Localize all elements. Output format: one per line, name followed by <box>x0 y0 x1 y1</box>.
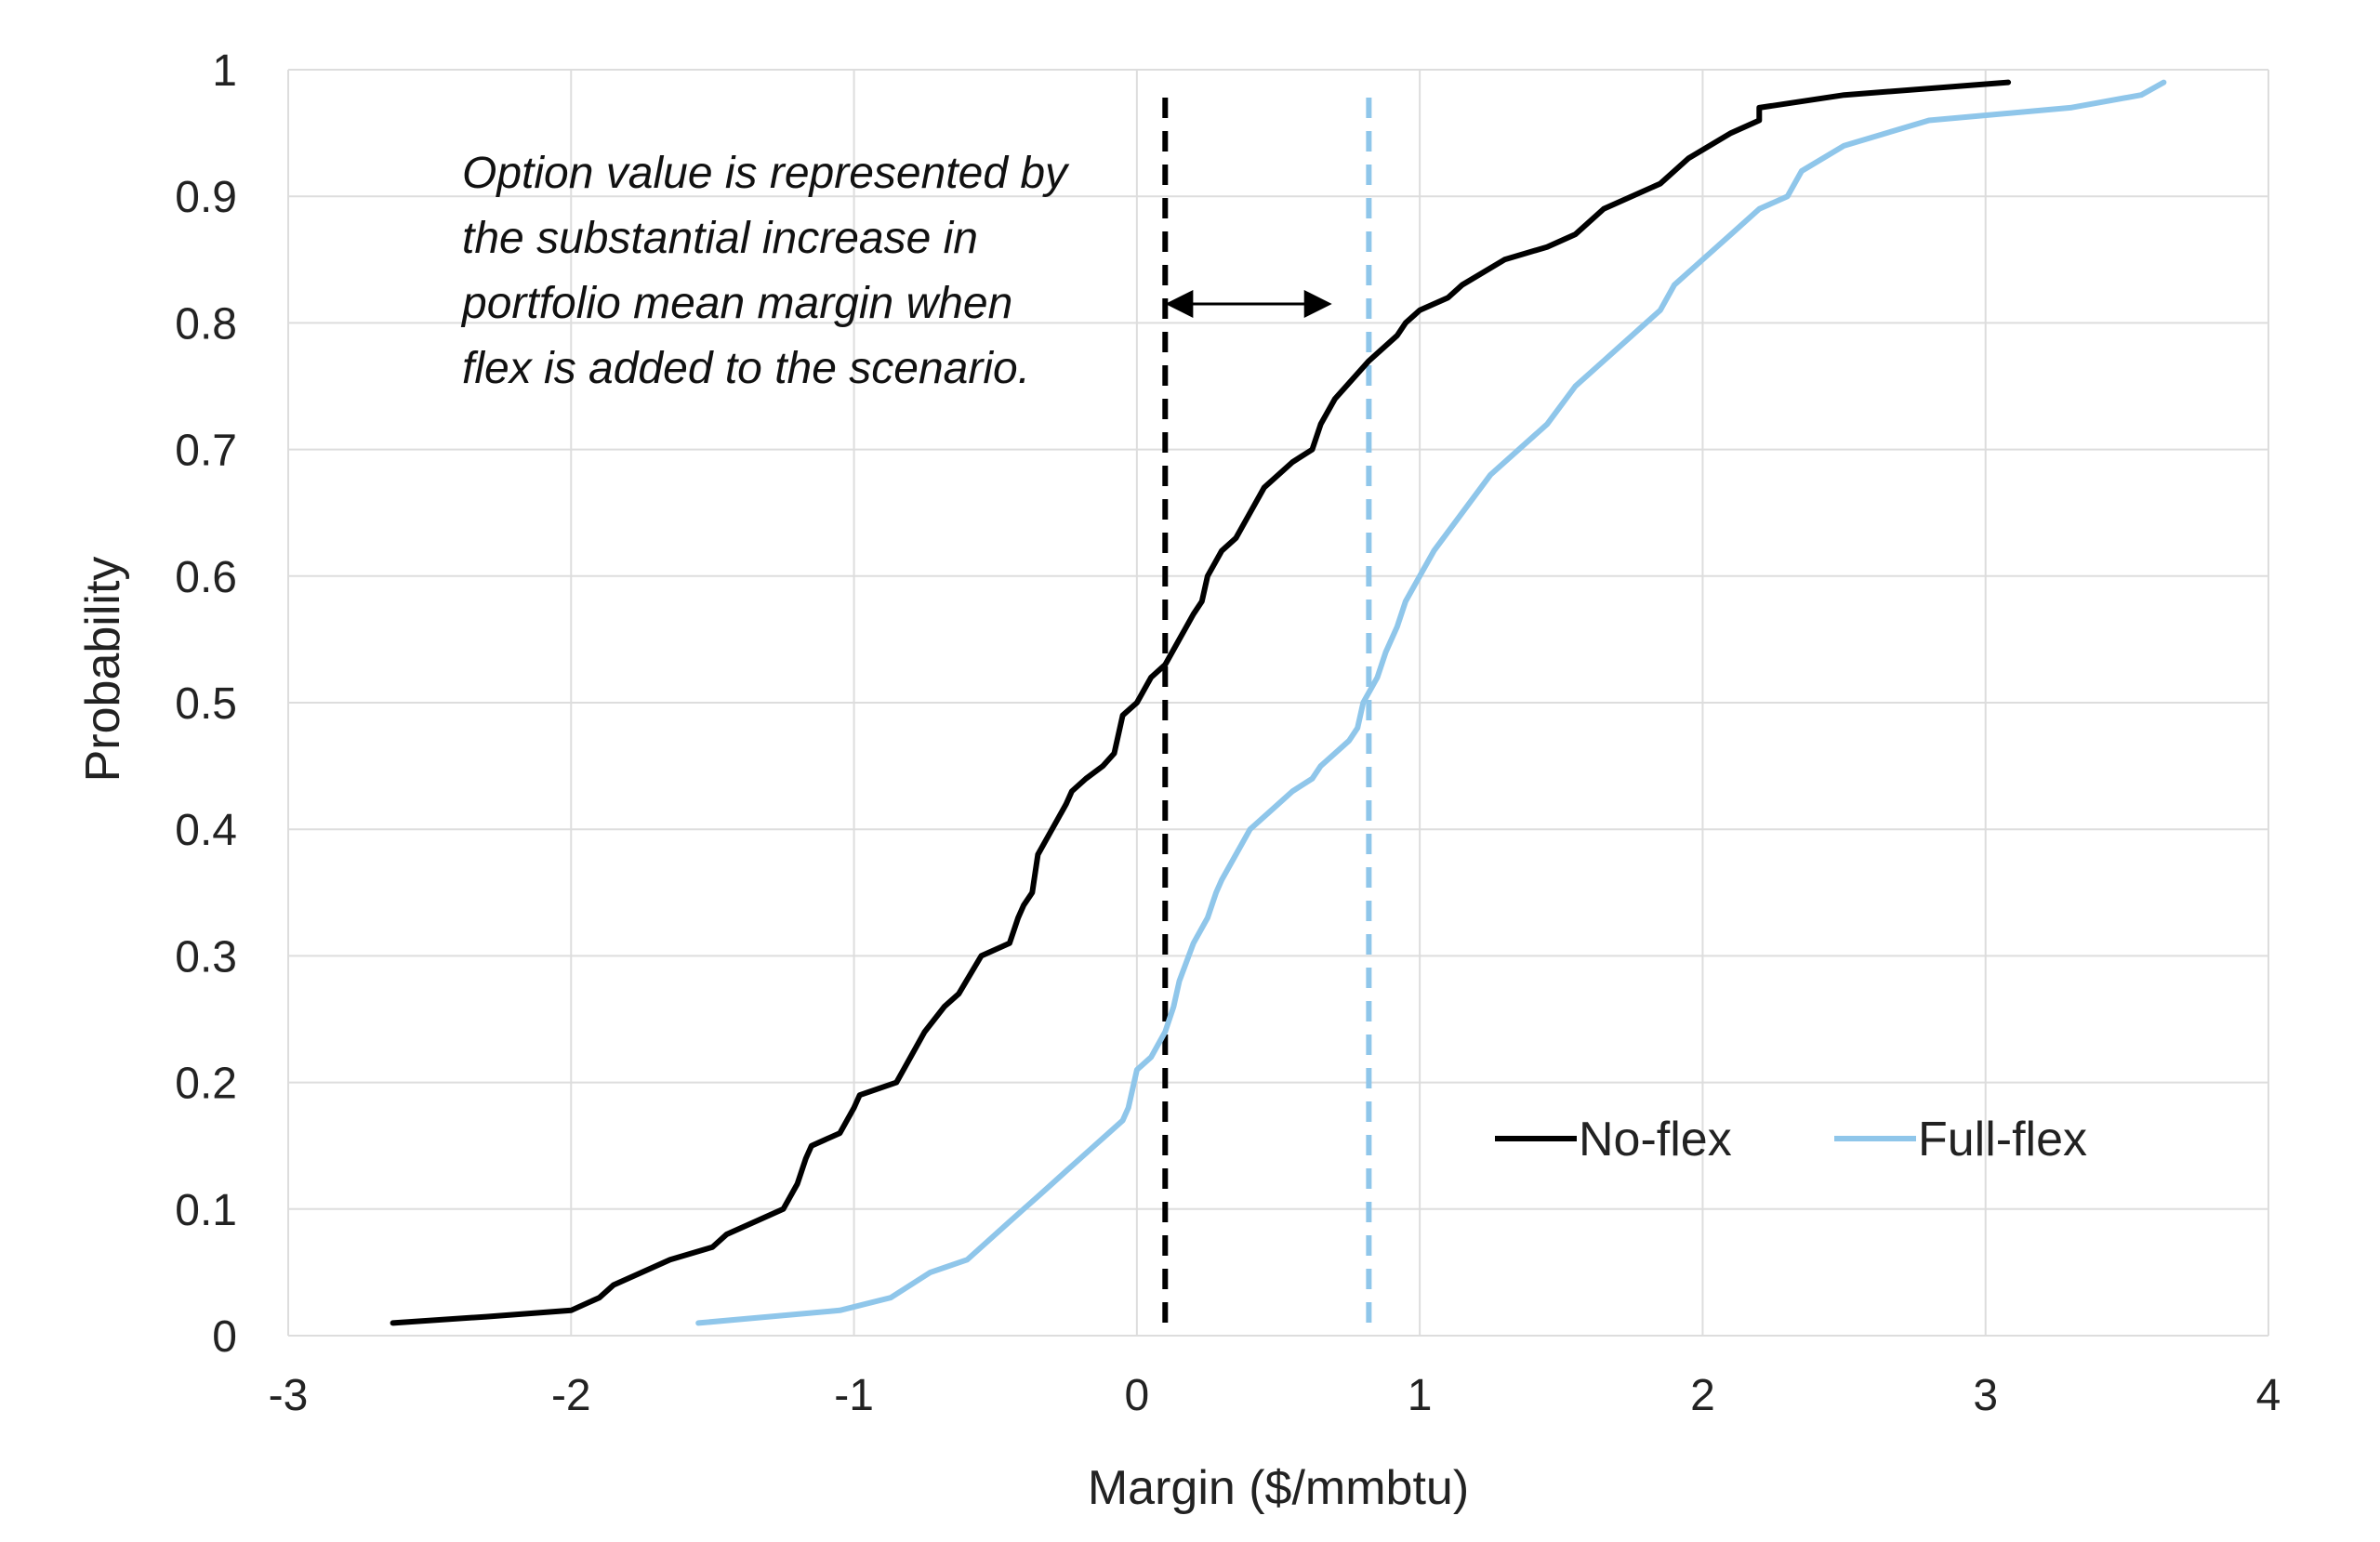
x-tick-label: 3 <box>1973 1371 1998 1420</box>
y-tick-label: 0.4 <box>175 806 237 855</box>
x-axis-title: Margin ($/mmbtu) <box>1088 1461 1469 1515</box>
x-tick-label: 0 <box>1125 1371 1150 1420</box>
axis-titles: Margin ($/mmbtu) Probability <box>76 557 1469 1515</box>
legend-label-full-flex: Full-flex <box>1918 1113 2087 1166</box>
x-tick-label: 4 <box>2256 1371 2281 1420</box>
annotation-line: flex is added to the scenario. <box>462 344 1030 393</box>
y-tick-label: 0.3 <box>175 932 237 982</box>
reference-lines <box>1162 98 1372 1331</box>
annotation-text: Option value is represented by the substa… <box>460 149 1070 393</box>
y-tick-label: 0.6 <box>175 553 237 602</box>
y-tick-label: 0 <box>212 1312 237 1362</box>
series-line-full-flex <box>695 79 2167 1326</box>
legend-label-no-flex: No-flex <box>1579 1113 1732 1166</box>
annotation-line: portfolio mean margin when <box>460 279 1012 328</box>
y-tick-label: 0.7 <box>175 427 237 476</box>
gridlines <box>287 69 2269 1337</box>
y-tick-label: 0.2 <box>175 1060 237 1109</box>
y-tick-label: 1 <box>212 46 237 96</box>
x-tick-label: -2 <box>551 1371 591 1420</box>
x-tick-label: -1 <box>834 1371 874 1420</box>
legend: No-flex Full-flex <box>1495 1113 2087 1166</box>
x-tick-label: -3 <box>269 1371 309 1420</box>
x-tick-label: 2 <box>1690 1371 1715 1420</box>
y-tick-label: 0.8 <box>175 299 237 349</box>
axes: 0 0.1 0.2 0.3 0.4 0.5 0.6 0.7 0.8 0.9 1 -3 -2 -1 0 1 2 3 4 <box>175 46 2281 1420</box>
y-tick-label: 0.9 <box>175 173 237 222</box>
y-axis-title: Probability <box>76 557 130 783</box>
annotation-line: Option value is represented by <box>462 149 1070 198</box>
data-series <box>390 79 2167 1326</box>
annotation-line: the substantial increase in <box>462 214 978 263</box>
series-line-no-flex <box>390 79 2012 1326</box>
y-tick-label: 0.5 <box>175 679 237 729</box>
y-tick-label: 0.1 <box>175 1186 237 1235</box>
x-tick-label: 1 <box>1408 1371 1433 1420</box>
